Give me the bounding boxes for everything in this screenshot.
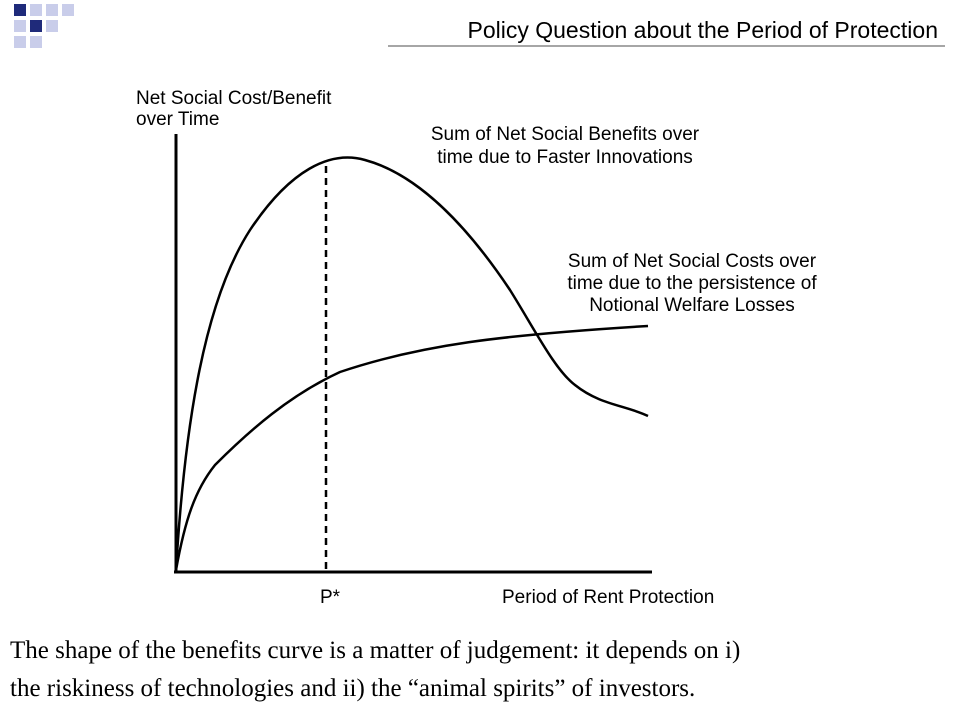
benefits-curve [174, 156, 649, 571]
benefits-label: time due to Faster Innovations [437, 147, 693, 168]
costs-label: time due to the persistence of [567, 273, 817, 294]
logo-squares [14, 4, 74, 48]
costs-curve [174, 324, 649, 571]
header-title: Policy Question about the Period of Prot… [467, 17, 938, 43]
caption-line: the riskiness of technologies and ii) th… [10, 675, 695, 702]
y-axis-label: Net Social Cost/Benefit [136, 88, 332, 109]
costs-label: Notional Welfare Losses [589, 295, 795, 316]
labels: Net Social Cost/Benefit over Time Sum of… [136, 88, 817, 608]
benefits-label: Sum of Net Social Benefits over [431, 124, 700, 145]
marker-label: P* [320, 587, 341, 608]
caption-line: The shape of the benefits curve is a mat… [10, 637, 740, 664]
costs-label: Sum of Net Social Costs over [568, 251, 817, 272]
x-axis-label: Period of Rent Protection [502, 587, 714, 608]
y-axis-label: over Time [136, 109, 219, 130]
